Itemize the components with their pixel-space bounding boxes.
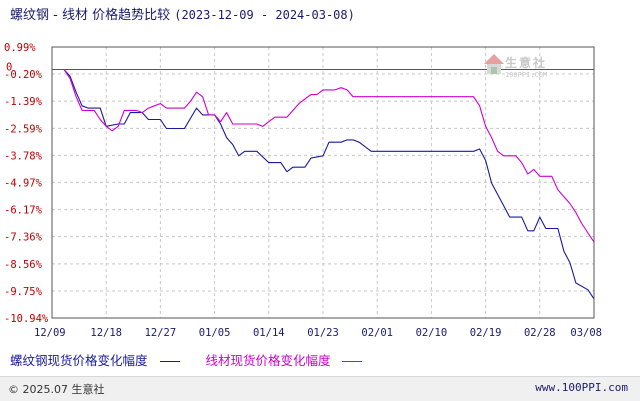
watermark-site: 100PPI.COM xyxy=(505,71,548,79)
chart-area: 0.99% -0.20% -1.39% -2.59% -3.78% -4.97% -6.17… xyxy=(4,42,602,339)
series-layer xyxy=(52,68,595,300)
x-tick-label: 01/23 xyxy=(307,327,339,339)
x-tick-label: 02/10 xyxy=(416,327,448,339)
watermark-logo-icon xyxy=(484,54,504,74)
watermark-name: 生意社 xyxy=(505,56,548,70)
y-tick-label: -10.94% xyxy=(4,313,49,325)
plot-frame xyxy=(51,46,595,319)
x-tick-label: 02/28 xyxy=(524,327,556,339)
series-line-wire xyxy=(52,68,595,243)
watermark: 生意社 100PPI.COM xyxy=(483,52,547,80)
zero-label: 0 xyxy=(6,61,12,73)
x-tick-label: 12/27 xyxy=(145,327,177,339)
series-line-rebar xyxy=(52,68,595,300)
legend-swatch-rebar xyxy=(159,361,180,362)
x-tick-label: 01/14 xyxy=(253,327,285,339)
footer: © 2025.07 生意社 www.100PPI.com xyxy=(0,376,640,401)
y-tick-label: -0.20% xyxy=(4,69,43,81)
y-tick-label: -7.36% xyxy=(4,232,43,244)
chart-title-text: 螺纹钢 - 线材 价格趋势比较 xyxy=(10,8,171,23)
y-tick-label: -4.97% xyxy=(4,177,43,189)
x-tick-label: 02/01 xyxy=(361,327,393,339)
x-tick-label: 02/19 xyxy=(470,327,502,339)
legend-swatch-wire xyxy=(342,361,363,362)
y-tick-label: -8.56% xyxy=(4,259,43,271)
y-tick-label: 0.99% xyxy=(4,42,36,54)
y-tick-label: -9.75% xyxy=(4,286,43,298)
x-tick-label: 12/18 xyxy=(90,327,122,339)
y-tick-label: -3.78% xyxy=(4,150,43,162)
legend-label-rebar: 螺纹钢现货价格变化幅度 xyxy=(10,353,148,368)
footer-site-link[interactable]: www.100PPI.com xyxy=(535,381,628,394)
chart-title: 螺纹钢 - 线材 价格趋势比较 (2023-12-09 - 2024-03-08… xyxy=(10,4,355,23)
grid xyxy=(51,46,595,319)
footer-copyright: © 2025.07 生意社 xyxy=(8,383,105,396)
x-tick-label: 12/09 xyxy=(34,327,66,339)
y-tick-label: -2.59% xyxy=(4,123,43,135)
x-tick-label: 03/08 xyxy=(570,327,602,339)
y-tick-label: -1.39% xyxy=(4,96,43,108)
x-tick-label: 01/05 xyxy=(199,327,231,339)
legend-item-rebar: 螺纹钢现货价格变化幅度 xyxy=(10,350,180,369)
legend-item-wire: 线材现货价格变化幅度 xyxy=(205,350,363,369)
chart-date-range: (2023-12-09 - 2024-03-08) xyxy=(174,8,355,22)
axes: 0.99% -0.20% -1.39% -2.59% -3.78% -4.97% -6.17… xyxy=(4,42,602,339)
legend-label-wire: 线材现货价格变化幅度 xyxy=(205,353,331,368)
legend: 螺纹钢现货价格变化幅度 线材现货价格变化幅度 xyxy=(10,350,384,369)
y-tick-label: -6.17% xyxy=(4,205,43,217)
